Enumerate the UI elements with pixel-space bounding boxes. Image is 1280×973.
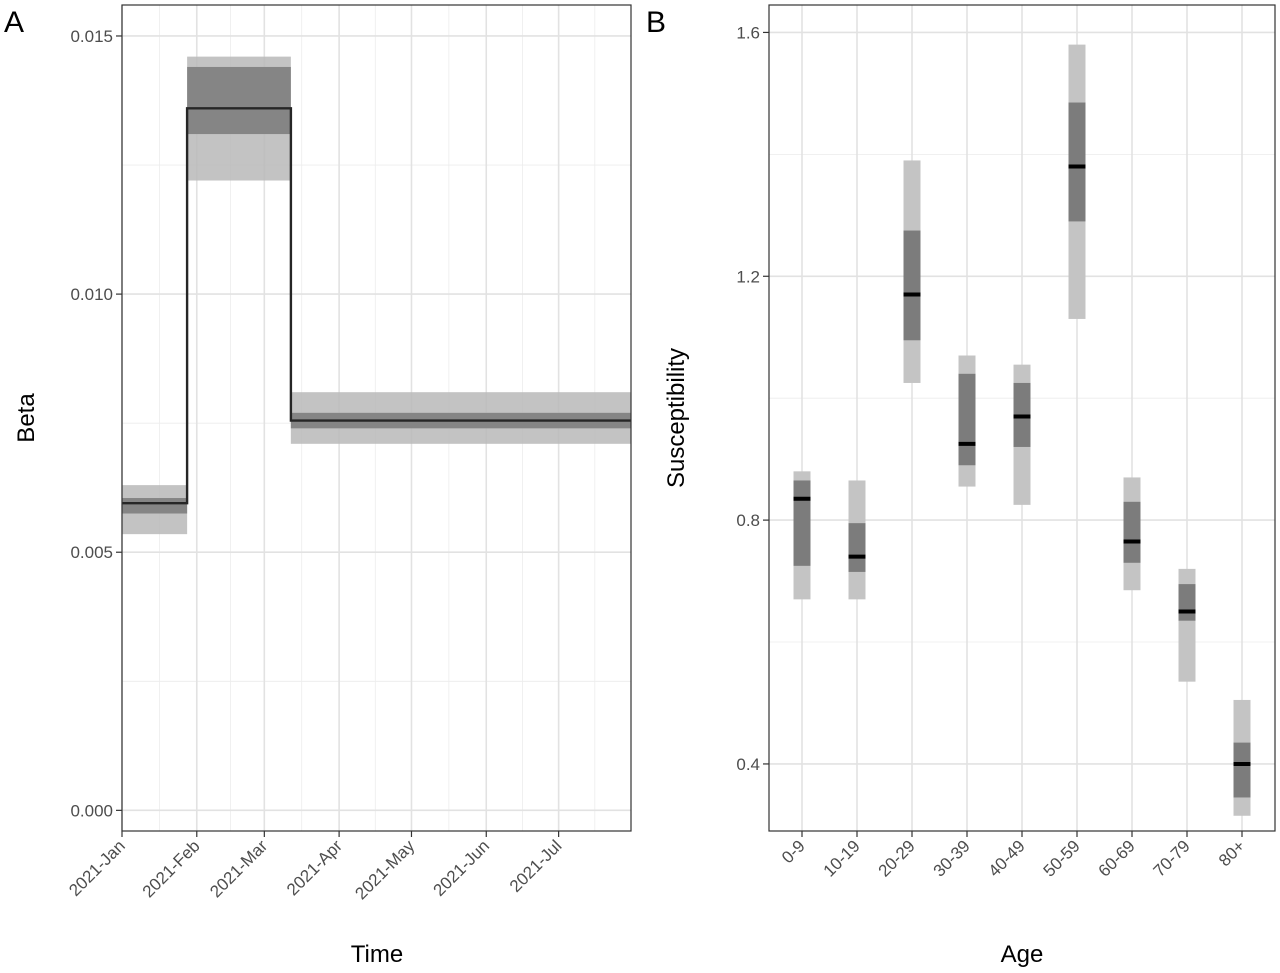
x-tick-label: 2021-Jan xyxy=(65,836,129,900)
x-tick-label: 20-29 xyxy=(875,836,919,880)
y-tick-label: 0.8 xyxy=(736,511,760,530)
susceptibility-inner-interval xyxy=(958,373,976,466)
panel-a-label: A xyxy=(4,6,24,39)
x-tick-label: 2021-Mar xyxy=(206,836,271,901)
x-tick-label: 50-59 xyxy=(1040,836,1084,880)
x-tick-label: 40-49 xyxy=(985,836,1029,880)
susceptibility-inner-interval xyxy=(1178,584,1196,621)
x-tick-label: 70-79 xyxy=(1150,836,1194,880)
panel-b-y-title: Susceptibility xyxy=(663,348,690,488)
y-tick-label: 0.000 xyxy=(70,801,113,820)
x-tick-label: 0-9 xyxy=(778,836,809,867)
x-tick-label: 10-19 xyxy=(820,836,864,880)
y-tick-label: 1.6 xyxy=(736,23,760,42)
x-tick-label: 60-69 xyxy=(1095,836,1139,880)
panel-b-grid xyxy=(769,5,1275,831)
beta-inner-band xyxy=(122,498,188,514)
panel-a-border xyxy=(121,4,632,832)
beta-inner-band xyxy=(187,66,291,135)
susceptibility-inner-interval xyxy=(903,230,921,341)
x-tick-label: 30-39 xyxy=(930,836,974,880)
y-tick-label: 0.010 xyxy=(70,285,113,304)
y-tick-label: 0.4 xyxy=(736,755,760,774)
panel-a-x-title: Time xyxy=(351,941,403,968)
x-tick-label: 2021-Jun xyxy=(430,836,494,900)
susceptibility-inner-interval xyxy=(1068,102,1086,222)
x-tick-label: 2021-Feb xyxy=(139,836,204,901)
panel-a-y-title: Beta xyxy=(13,393,40,443)
y-tick-label: 0.015 xyxy=(70,27,113,46)
x-tick-label: 80+ xyxy=(1215,836,1249,870)
panel-a-x-ticks: 2021-Jan 2021-Feb 2021-Mar 2021-Apr 2021-May… xyxy=(65,831,565,903)
x-tick-label: 2021-Jul xyxy=(506,836,566,896)
panel-a-chart: A 2021-Jan 2021-Feb 2021-Mar 2021-Apr 2021-M… xyxy=(4,4,632,968)
susceptibility-inner-interval xyxy=(1123,501,1141,563)
panel-a-y-ticks: 0.000 0.005 0.010 0.015 xyxy=(70,27,122,820)
panel-b-y-ticks: 0.4 0.8 1.2 1.6 xyxy=(736,23,769,774)
x-tick-label: 2021-Apr xyxy=(283,836,346,899)
susceptibility-inner-interval xyxy=(1233,742,1251,798)
susceptibility-inner-interval xyxy=(793,480,811,566)
susceptibility-inner-interval xyxy=(848,523,866,572)
panel-b-x-ticks: 0-9 10-19 20-29 30-39 40-49 50-59 60-69 70-79 80… xyxy=(778,831,1249,881)
panel-b-label: B xyxy=(646,6,666,39)
y-tick-label: 1.2 xyxy=(736,267,760,286)
panel-b-chart: B 0-9 10-19 20-29 30-39 40-49 50-59 60-69 70-79… xyxy=(646,4,1276,968)
panel-a-median-line xyxy=(122,107,631,505)
panel-b-x-title: Age xyxy=(1001,941,1044,968)
panel-b-intervals xyxy=(793,44,1251,816)
x-tick-label: 2021-May xyxy=(351,836,418,903)
y-tick-label: 0.005 xyxy=(70,543,113,562)
